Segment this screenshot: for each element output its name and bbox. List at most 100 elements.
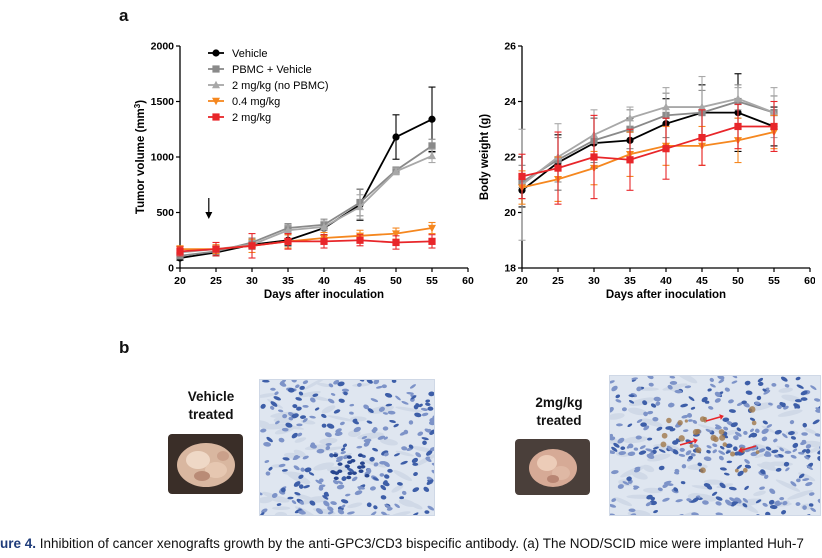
x-tick-label: 30 — [588, 275, 600, 287]
y-tick-label: 500 — [156, 207, 174, 219]
x-tick-label: 55 — [426, 275, 438, 287]
series-2 — [518, 75, 778, 241]
data-point — [428, 237, 436, 245]
data-point — [356, 202, 364, 211]
red-arrow — [679, 440, 695, 446]
panel-label-b: b — [119, 338, 130, 357]
dense-nuclei-cluster — [330, 453, 370, 481]
x-tick-label: 35 — [624, 275, 636, 287]
x-tick-label: 40 — [660, 275, 672, 287]
data-point — [734, 94, 742, 102]
y-tick-label: 1500 — [151, 96, 175, 108]
dose-title-line1: 2mg/kg — [535, 395, 583, 410]
data-point — [698, 133, 706, 142]
panel-label-a: a — [119, 6, 129, 25]
data-point — [428, 115, 436, 123]
vehicle-treated-title: Vehicle treated — [166, 388, 256, 424]
data-point — [212, 245, 220, 253]
figure-number: ure 4. — [0, 536, 37, 551]
legend-marker — [212, 97, 220, 106]
x-tick-label: 20 — [174, 275, 186, 287]
data-point — [770, 122, 778, 131]
data-point — [554, 164, 562, 172]
data-point — [356, 236, 364, 244]
data-point — [662, 145, 670, 153]
y-axis-label: Body weight (g) — [479, 114, 491, 200]
x-tick-label: 50 — [732, 275, 744, 287]
series-line — [179, 145, 433, 257]
series-line — [521, 111, 775, 192]
x-tick-label: 20 — [516, 275, 528, 287]
y-tick-label: 24 — [504, 96, 516, 108]
series-line — [521, 100, 775, 183]
series-line — [179, 118, 433, 259]
legend-label: 2 mg/kg (no PBMC) — [232, 80, 329, 92]
series-4 — [518, 100, 778, 205]
x-tick-label: 60 — [462, 275, 474, 287]
legend-marker — [212, 80, 220, 89]
tumor-volume-chart: 20 25 30 35 40 45 50 55 60 0 500 1000 1500 2000 Days a… — [133, 41, 474, 302]
series-4 — [176, 233, 436, 259]
x-tick-label: 35 — [282, 275, 294, 287]
red-arrow-head — [693, 438, 698, 444]
data-point — [392, 133, 400, 141]
figure-caption: ure 4. Inhibition of cancer xenografts g… — [0, 536, 822, 551]
data-point — [284, 226, 292, 234]
data-point — [662, 102, 670, 111]
data-point — [320, 222, 328, 231]
vehicle-histology-image — [259, 379, 435, 516]
x-tick-label: 45 — [696, 275, 708, 287]
data-point — [248, 242, 256, 250]
y-tick-label: 2000 — [151, 41, 175, 53]
x-tick-label: 30 — [246, 275, 258, 287]
y-axis-label: Tumor volume (mm3) — [133, 100, 148, 214]
x-axis-label: Days after inoculation — [606, 289, 726, 301]
series-line — [521, 131, 775, 189]
vehicle-title-line1: Vehicle — [187, 389, 235, 404]
legend-label: 2 mg/kg — [232, 112, 271, 124]
x-tick-label: 60 — [804, 275, 815, 287]
dose-histology-image — [609, 375, 821, 516]
x-tick-label: 25 — [552, 275, 564, 287]
data-point — [734, 122, 742, 131]
dose-tumor-photo — [515, 439, 590, 495]
legend-label: PBMC + Vehicle — [232, 64, 312, 76]
series-line — [521, 97, 775, 186]
data-point — [428, 151, 436, 160]
series-line — [179, 239, 433, 253]
series-line — [521, 125, 774, 178]
cell-nuclei — [260, 380, 434, 515]
y-tick-label: 22 — [504, 152, 516, 164]
data-point — [518, 172, 526, 181]
data-point — [284, 237, 292, 245]
data-point — [176, 247, 184, 255]
legend-label: 0.4 mg/kg — [232, 96, 280, 108]
y-tick-label: 1000 — [151, 152, 175, 164]
data-point — [590, 153, 598, 161]
data-point — [320, 237, 328, 245]
y-tick-label: 26 — [504, 41, 516, 53]
x-tick-label: 55 — [768, 275, 780, 287]
legend-label: Vehicle — [232, 48, 267, 60]
red-arrow-head — [719, 414, 724, 420]
x-tick-label: 40 — [318, 275, 330, 287]
red-arrow-head — [738, 447, 743, 453]
legend-marker — [212, 113, 220, 121]
y-tick-label: 0 — [168, 263, 174, 275]
dosing-arrow-head — [205, 212, 213, 219]
x-tick-label: 25 — [210, 275, 222, 287]
cell-nuclei — [610, 376, 820, 515]
red-arrow — [705, 416, 721, 422]
y-tick-label: 20 — [504, 207, 516, 219]
vehicle-tumor-photo — [168, 434, 243, 494]
legend-marker — [212, 49, 220, 57]
caption-text: Inhibition of cancer xenografts growth b… — [36, 536, 804, 551]
dose-treated-title: 2mg/kg treated — [519, 394, 599, 430]
data-point — [392, 238, 400, 247]
data-point — [428, 224, 436, 233]
data-point — [428, 142, 436, 150]
red-arrow — [741, 445, 757, 451]
dose-title-line2: treated — [536, 413, 582, 428]
data-point — [626, 113, 634, 122]
data-point — [392, 230, 400, 238]
